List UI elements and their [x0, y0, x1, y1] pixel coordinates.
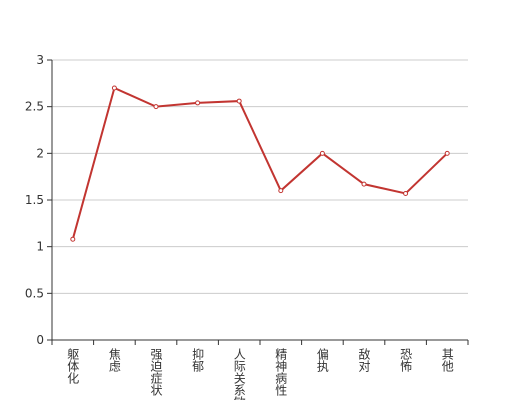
- y-tick-label: 0: [36, 333, 44, 347]
- y-tick-label: 2.5: [25, 100, 44, 114]
- x-tick-label: 偏执: [315, 347, 329, 373]
- x-tick-label: 精神病性: [274, 348, 288, 397]
- point: [70, 236, 76, 242]
- point: [444, 150, 450, 156]
- point: [153, 104, 159, 110]
- x-tick-label: 恐怖: [399, 348, 413, 372]
- point: [236, 98, 242, 104]
- x-tick-label: 强迫症状: [149, 348, 163, 396]
- y-tick-label: 0.5: [25, 286, 44, 300]
- point: [278, 188, 284, 194]
- x-tick-label: 人际关系敏感: [232, 348, 246, 400]
- y-tick-label: 3: [36, 53, 44, 67]
- x-tick-label: 抑郁: [191, 347, 205, 373]
- x-tick-label: 焦虑: [107, 348, 121, 372]
- point: [361, 181, 367, 187]
- x-tick-label: 敌对: [357, 347, 371, 372]
- point: [403, 190, 409, 196]
- point: [111, 85, 117, 91]
- x-tick-label: 其他: [440, 348, 454, 372]
- y-tick-label: 1: [36, 240, 44, 254]
- point: [319, 150, 325, 156]
- y-tick-label: 1.5: [25, 193, 44, 207]
- line: [71, 86, 448, 240]
- point: [195, 100, 201, 106]
- x-tick-label: 躯体化: [66, 347, 80, 385]
- y-tick-label: 2: [36, 146, 44, 160]
